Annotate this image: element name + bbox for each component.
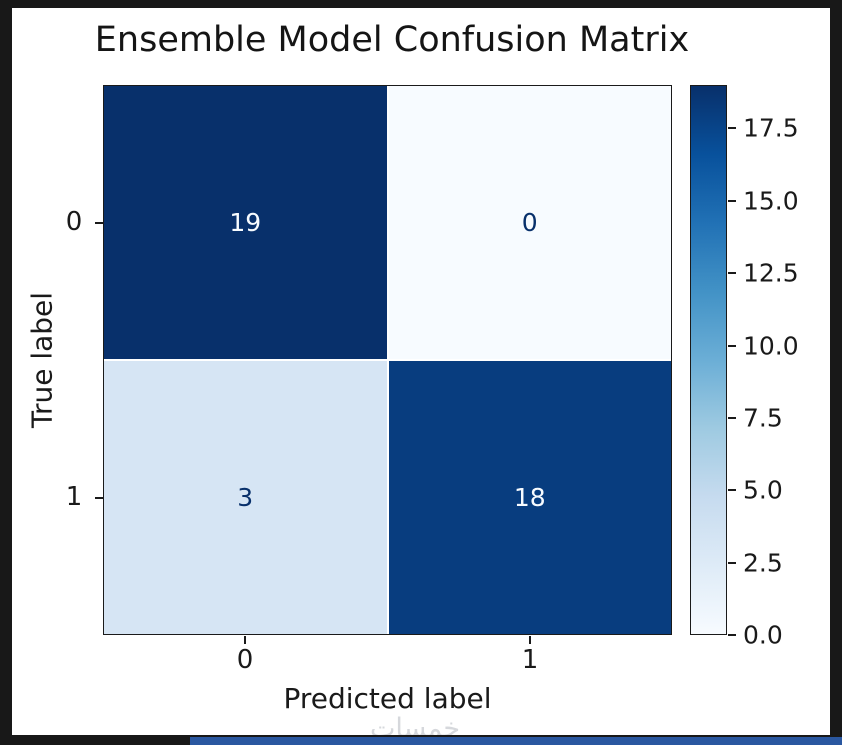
colorbar-tick-mark-2 — [728, 272, 736, 274]
colorbar-tick-label-2: 12.5 — [743, 258, 799, 288]
bottom-blue-strip — [190, 737, 842, 745]
colorbar — [690, 85, 727, 635]
cell-true1-pred1: 18 — [388, 361, 671, 634]
x-tick-label-1: 1 — [521, 645, 539, 675]
colorbar-tick-label-3: 10.0 — [743, 331, 799, 361]
confusion-matrix-figure: Ensemble Model Confusion Matrix True lab… — [12, 8, 830, 735]
colorbar-tick-mark-4 — [728, 417, 736, 419]
cell-true1-pred0: 3 — [104, 361, 387, 634]
y-axis-label: True label — [25, 291, 59, 429]
colorbar-tick-label-1: 15.0 — [743, 186, 799, 216]
colorbar-tick-mark-3 — [728, 345, 736, 347]
y-tick-mark-0 — [95, 222, 103, 224]
x-tick-label-0: 0 — [236, 645, 254, 675]
x-tick-mark-0 — [244, 636, 246, 644]
colorbar-tick-mark-7 — [728, 634, 736, 636]
colorbar-tick-mark-1 — [728, 200, 736, 202]
colorbar-tick-label-7: 0.0 — [743, 620, 783, 650]
x-axis-label: Predicted label — [283, 682, 492, 715]
colorbar-tick-mark-0 — [728, 127, 736, 129]
colorbar-tick-label-0: 17.5 — [743, 113, 799, 143]
colorbar-tick-mark-6 — [728, 562, 736, 564]
heatmap: 19 0 3 18 — [103, 85, 672, 635]
colorbar-tick-label-6: 2.5 — [743, 548, 783, 578]
watermark-text: خمسات — [369, 713, 461, 735]
colorbar-tick-label-5: 5.0 — [743, 475, 783, 505]
chart-title: Ensemble Model Confusion Matrix — [94, 20, 690, 60]
colorbar-tick-label-4: 7.5 — [743, 403, 783, 433]
colorbar-gradient — [691, 86, 726, 634]
y-tick-label-1: 1 — [65, 482, 83, 512]
colorbar-tick-mark-5 — [728, 489, 736, 491]
y-tick-mark-1 — [95, 497, 103, 499]
x-tick-mark-1 — [529, 636, 531, 644]
y-tick-label-0: 0 — [65, 207, 83, 237]
cell-true0-pred0: 19 — [104, 86, 387, 359]
cell-true0-pred1: 0 — [388, 86, 671, 359]
